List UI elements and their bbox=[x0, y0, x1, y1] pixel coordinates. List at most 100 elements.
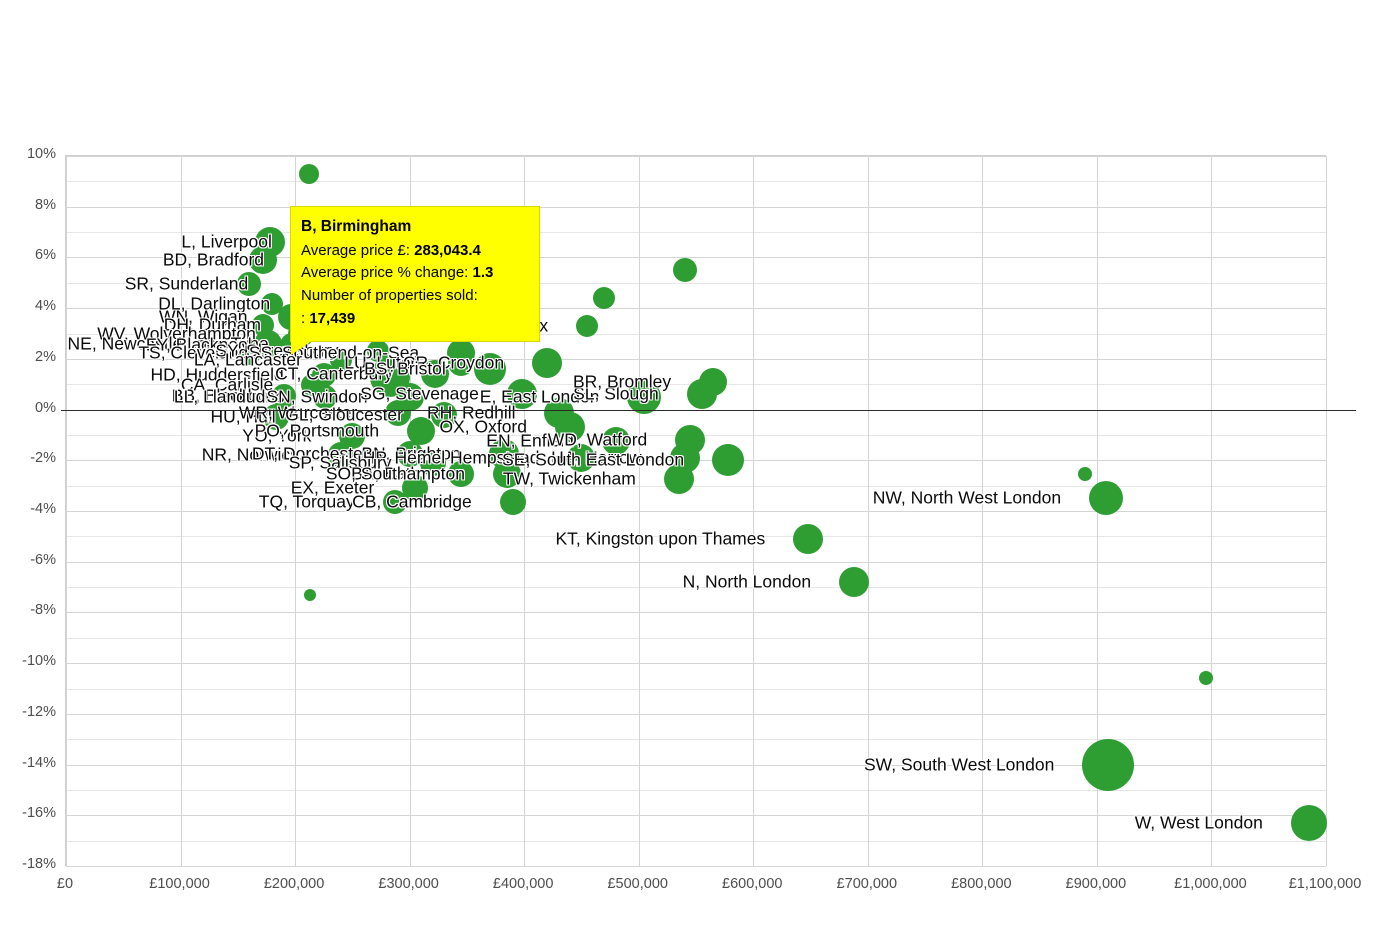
plot-area[interactable]: L, Liverpool BD, Bradford SR, Sunderland DL… bbox=[61, 155, 1356, 867]
bubble-marker[interactable] bbox=[261, 293, 284, 316]
bubble-marker[interactable] bbox=[672, 258, 697, 283]
y-tick-label: 0% bbox=[35, 399, 56, 416]
point-label: EX, Exeter bbox=[290, 477, 375, 498]
bubble-marker[interactable] bbox=[1089, 481, 1124, 516]
bubble-marker[interactable] bbox=[448, 349, 475, 376]
gridline-horizontal bbox=[66, 257, 1326, 259]
bubble-marker[interactable] bbox=[249, 245, 278, 274]
bubble-marker[interactable] bbox=[329, 349, 352, 372]
tooltip: B, Birmingham Average price £: 283,043.4… bbox=[290, 206, 540, 355]
gridline-vertical bbox=[524, 156, 526, 866]
tooltip-price-label: Average price £: bbox=[301, 241, 410, 259]
bubble-marker[interactable] bbox=[419, 449, 446, 476]
bubble-marker[interactable] bbox=[627, 379, 662, 414]
bubble-marker[interactable] bbox=[303, 588, 316, 601]
gridline-horizontal-minor bbox=[66, 333, 1326, 335]
gridline-horizontal bbox=[66, 815, 1326, 817]
tooltip-price-value: 283,043.4 bbox=[414, 241, 481, 259]
x-tick-label: £100,000 bbox=[149, 876, 210, 892]
point-label: KT, Kingston upon Thames bbox=[555, 528, 766, 549]
x-tick-label: £1,000,000 bbox=[1174, 876, 1247, 892]
x-tick-label: £700,000 bbox=[836, 876, 898, 892]
bubble-marker[interactable] bbox=[493, 460, 521, 489]
x-tick-label: £400,000 bbox=[492, 876, 554, 892]
bubble-marker[interactable] bbox=[601, 427, 630, 456]
tooltip-title: B, Birmingham bbox=[301, 218, 412, 235]
gridline-horizontal-minor bbox=[66, 688, 1326, 690]
bubble-marker[interactable] bbox=[370, 356, 411, 397]
bubble-marker[interactable] bbox=[499, 489, 526, 516]
gridline-horizontal bbox=[66, 612, 1326, 614]
bubble-marker[interactable] bbox=[1078, 467, 1093, 482]
gridline-vertical bbox=[753, 156, 755, 866]
bubble-marker[interactable] bbox=[298, 163, 319, 184]
bubble-marker[interactable] bbox=[448, 461, 475, 488]
gridline-horizontal bbox=[66, 206, 1326, 208]
gridline-vertical bbox=[1326, 156, 1327, 866]
tooltip-sold-row: : 17,439 bbox=[301, 308, 529, 331]
gridline-vertical bbox=[1211, 156, 1213, 866]
bubble-marker[interactable] bbox=[712, 444, 745, 477]
bubble-marker[interactable] bbox=[663, 464, 694, 495]
gridline-vertical bbox=[295, 156, 297, 866]
x-tick-label: £200,000 bbox=[263, 876, 325, 892]
gridline-horizontal bbox=[66, 561, 1326, 563]
gridline-horizontal-minor bbox=[66, 840, 1326, 842]
bubble-marker[interactable] bbox=[1198, 671, 1213, 686]
x-tick-label: £1,100,000 bbox=[1288, 876, 1362, 892]
bubble-marker[interactable] bbox=[420, 360, 449, 389]
bubble-marker[interactable] bbox=[532, 347, 563, 378]
point-label: WR, Worcester bbox=[238, 402, 358, 423]
bubble-marker[interactable] bbox=[396, 440, 423, 467]
point-label: TQ, Torquay bbox=[258, 491, 355, 512]
gridline-horizontal-minor bbox=[66, 587, 1326, 589]
tooltip-change-row: Average price % change: 1.3 bbox=[301, 262, 529, 285]
point-label: FY, Blackpool bbox=[145, 334, 252, 355]
bubble-marker[interactable] bbox=[327, 442, 354, 469]
point-label: DL, Darlington bbox=[158, 293, 271, 314]
bubble-marker[interactable] bbox=[506, 379, 537, 410]
gridline-horizontal-minor bbox=[66, 536, 1326, 538]
y-tick-label: -16% bbox=[22, 805, 56, 822]
bubble-marker[interactable] bbox=[407, 417, 436, 446]
point-label: HD, Huddersfield bbox=[150, 364, 284, 385]
x-tick-label: £500,000 bbox=[607, 876, 668, 892]
y-tick-label: -8% bbox=[30, 602, 56, 619]
bubble-marker[interactable] bbox=[312, 384, 337, 409]
point-label: BB, Blackburn bbox=[171, 385, 283, 406]
bubble-marker[interactable] bbox=[431, 401, 457, 428]
bubble-marker[interactable] bbox=[271, 383, 296, 408]
bubble-marker[interactable] bbox=[473, 353, 506, 385]
bubble-marker[interactable] bbox=[402, 475, 429, 502]
bubble-marker[interactable] bbox=[567, 443, 596, 472]
bubble-marker[interactable] bbox=[385, 400, 412, 427]
bubble-marker[interactable] bbox=[793, 523, 824, 554]
bubble-marker[interactable] bbox=[1290, 804, 1327, 841]
y-tick-label: -12% bbox=[22, 703, 56, 720]
y-tick-label: -14% bbox=[22, 754, 56, 771]
bubble-marker[interactable] bbox=[593, 287, 616, 309]
bubble-marker[interactable] bbox=[237, 340, 262, 365]
bubble-marker[interactable] bbox=[382, 490, 407, 515]
bubble-marker[interactable] bbox=[839, 567, 870, 597]
point-label: NR, Norwich bbox=[201, 444, 300, 465]
point-label: N, North London bbox=[682, 571, 812, 592]
y-tick-label: -4% bbox=[30, 501, 56, 517]
y-tick-label: -18% bbox=[22, 856, 56, 872]
y-tick-label: 10% bbox=[26, 146, 56, 162]
x-tick-label: £900,000 bbox=[1065, 876, 1127, 892]
y-tick-label: -2% bbox=[30, 450, 56, 467]
tooltip-change-value: 1.3 bbox=[472, 264, 494, 282]
bubble-marker[interactable] bbox=[262, 404, 289, 431]
bubble-marker[interactable] bbox=[555, 412, 585, 443]
y-tick-label: 4% bbox=[35, 298, 56, 315]
point-label: LL, Llandudno bbox=[173, 386, 285, 407]
bubble-marker[interactable] bbox=[237, 272, 262, 297]
point-label: E, East London bbox=[479, 386, 600, 407]
y-tick-label: 2% bbox=[35, 348, 56, 365]
gridline-horizontal bbox=[66, 308, 1326, 310]
bubble-marker[interactable] bbox=[1082, 738, 1135, 791]
bubble-marker[interactable] bbox=[576, 314, 599, 337]
bubble-marker[interactable] bbox=[699, 367, 728, 396]
gridline-horizontal-minor bbox=[66, 485, 1326, 487]
